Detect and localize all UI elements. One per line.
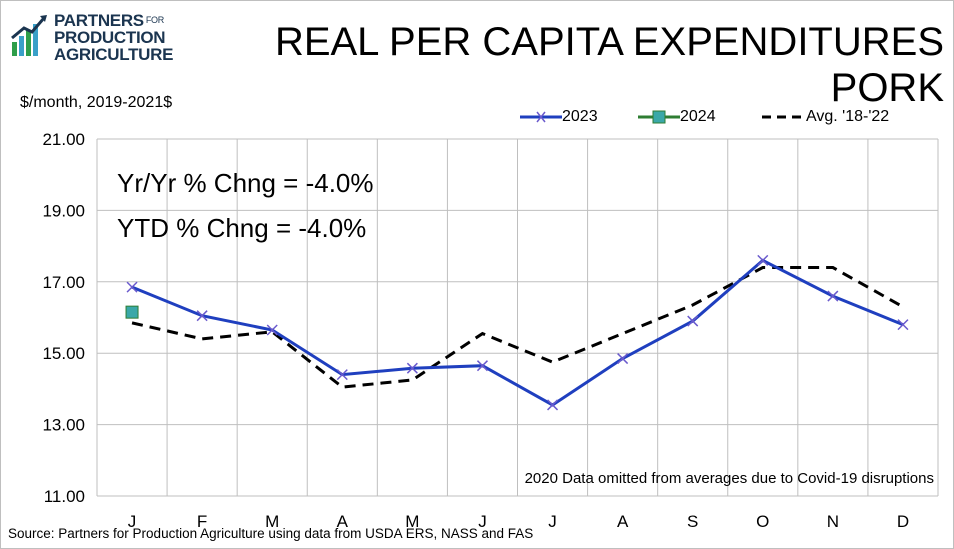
legend-label-avg: Avg. '18-'22 — [806, 108, 890, 125]
y-tick-label: 19.00 — [42, 201, 85, 220]
chart-legend: 2023 2024 Avg. '18-'22 — [520, 108, 940, 130]
legend-item-avg: Avg. '18-'22 — [760, 108, 889, 126]
x-tick-label: J — [548, 512, 557, 531]
data-point-2023 — [547, 399, 559, 411]
y-tick-label: 11.00 — [44, 487, 85, 506]
x-tick-label: A — [617, 512, 629, 531]
data-point-2023 — [687, 315, 699, 327]
x-tick-label: D — [897, 512, 909, 531]
legend-swatch-avg — [762, 115, 804, 119]
legend-label-2023: 2023 — [562, 108, 598, 125]
legend-swatch-2024 — [638, 110, 680, 124]
y-axis-unit-label: $/month, 2019-2021$ — [20, 94, 173, 111]
data-point-2023 — [336, 369, 348, 381]
y-tick-label: 15.00 — [42, 344, 85, 363]
logo-line1: PARTNERS — [54, 11, 144, 30]
logo-bars-icon — [11, 15, 47, 56]
legend-item-2023: 2023 — [520, 108, 598, 126]
x-tick-label: A — [337, 512, 349, 531]
x-tick-label: J — [478, 512, 487, 531]
data-point-2023 — [406, 362, 418, 374]
x-tick-label: O — [756, 512, 769, 531]
data-point-2023 — [476, 360, 488, 372]
data-point-2023 — [126, 281, 138, 293]
covid-note: 2020 Data omitted from averages due to C… — [524, 470, 934, 487]
data-point-2023 — [897, 319, 909, 331]
data-point-2023 — [266, 324, 278, 336]
legend-label-2024: 2024 — [680, 108, 716, 125]
data-point-2023 — [757, 254, 769, 266]
x-tick-label: F — [197, 512, 207, 531]
x-tick-label: M — [265, 512, 279, 531]
y-tick-label: 13.00 — [42, 416, 85, 435]
series-line-2023 — [131, 258, 904, 407]
y-tick-label: 17.00 — [42, 273, 85, 292]
chart-title-line2: PORK — [830, 66, 944, 110]
source-note: Source: Partners for Production Agricult… — [8, 526, 534, 541]
x-tick-label: M — [405, 512, 419, 531]
y-tick-label: 21.00 — [42, 130, 85, 149]
x-tick-label: J — [128, 512, 137, 531]
logo-line3: AGRICULTURE — [54, 45, 174, 64]
legend-item-2024: 2024 — [638, 108, 716, 126]
x-tick-label: N — [827, 512, 839, 531]
logo-line2: PRODUCTION — [54, 28, 166, 47]
partners-logo: PARTNERS FOR PRODUCTION AGRICULTURE — [10, 12, 190, 72]
chart-title-line1: REAL PER CAPITA EXPENDITURES — [274, 20, 944, 64]
yr-yr-change-annotation: Yr/Yr % Chng = -4.0% — [117, 168, 374, 198]
data-point-2024 — [125, 305, 139, 319]
data-point-2023 — [196, 310, 208, 322]
legend-swatch-2023 — [520, 111, 562, 123]
x-tick-label: S — [687, 512, 698, 531]
data-point-2023 — [617, 353, 629, 365]
logo-for: FOR — [145, 15, 164, 25]
ytd-change-annotation: YTD % Chng = -4.0% — [117, 213, 367, 243]
data-point-2023 — [827, 290, 839, 302]
